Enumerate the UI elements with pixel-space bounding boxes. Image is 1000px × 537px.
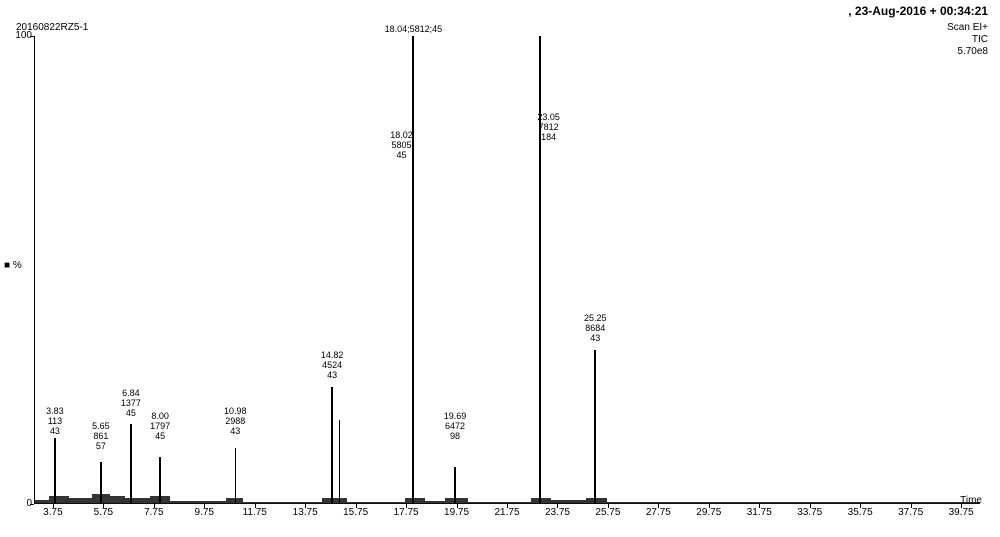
x-tick-label: 3.75 (43, 507, 62, 518)
baseline-segment (347, 502, 405, 504)
y-axis-bullet: ■ % (4, 260, 22, 271)
baseline-segment (49, 496, 69, 504)
x-tick-label: 23.75 (545, 507, 570, 518)
chromatogram-peak (339, 420, 340, 504)
x-tick-label: 11.75 (243, 507, 267, 518)
chromatogram-peak (130, 424, 132, 504)
x-tick-mark (204, 504, 205, 508)
x-tick-label: 9.75 (195, 507, 214, 518)
peak-label: 8.00 1797 45 (150, 411, 170, 441)
chromatogram-peak (594, 350, 596, 504)
x-tick-label: 19.75 (444, 507, 469, 518)
baseline-segment (69, 498, 92, 504)
peak-label: 25.25 8684 43 (584, 313, 607, 343)
baseline-segment (425, 501, 445, 504)
x-tick-label: 31.75 (747, 507, 772, 518)
x-tick-mark (658, 504, 659, 508)
x-tick-mark (255, 504, 256, 508)
x-tick-label: 29.75 (696, 507, 721, 518)
peak-label: 3.83 113 43 (46, 406, 64, 436)
baseline-segment (243, 502, 321, 504)
baseline-segment (125, 498, 150, 504)
peak-label: 23.05 7812 184 (537, 112, 560, 142)
x-tick-label: 35.75 (848, 507, 873, 518)
chromatogram-plot: Time 0100■ %3.755.757.759.7511.7513.7515… (34, 36, 980, 504)
peak-label: 5.65 861 57 (92, 421, 110, 451)
baseline-segment (586, 498, 606, 504)
x-tick-label: 13.75 (293, 507, 318, 518)
x-tick-mark (507, 504, 508, 508)
x-tick-mark (457, 504, 458, 508)
chromatogram-peak (159, 457, 161, 504)
x-tick-label: 33.75 (797, 507, 822, 518)
baseline-segment (607, 502, 980, 504)
x-tick-label: 17.75 (394, 507, 419, 518)
x-tick-mark (810, 504, 811, 508)
chromatogram-peak (539, 36, 541, 504)
chromatogram-peak (100, 462, 102, 504)
baseline-segment (34, 500, 49, 504)
peak-label: 19.69 6472 98 (444, 411, 467, 441)
x-tick-mark (356, 504, 357, 508)
y-tick-mark (30, 504, 34, 505)
baseline-segment (322, 498, 347, 504)
x-tick-mark (103, 504, 104, 508)
x-tick-mark (557, 504, 558, 508)
x-tick-label: 7.75 (144, 507, 163, 518)
baseline-segment (110, 496, 125, 504)
peak-label: 18.02 5805 45 (390, 130, 413, 160)
baseline-segment (531, 498, 551, 504)
x-tick-mark (709, 504, 710, 508)
x-tick-label: 21.75 (494, 507, 519, 518)
peak-label: 6.84 1377 45 (121, 388, 141, 418)
x-tick-mark (911, 504, 912, 508)
x-tick-mark (154, 504, 155, 508)
x-tick-label: 5.75 (94, 507, 113, 518)
x-tick-label: 25.75 (595, 507, 620, 518)
peak-label: 14.82 4524 43 (321, 350, 344, 380)
x-tick-mark (860, 504, 861, 508)
baseline-segment (405, 498, 425, 504)
x-tick-label: 27.75 (646, 507, 671, 518)
x-tick-mark (608, 504, 609, 508)
x-tick-label: 39.75 (949, 507, 974, 518)
y-tick-mark (30, 36, 34, 37)
baseline-segment (468, 502, 531, 504)
x-tick-label: 15.75 (343, 507, 368, 518)
x-tick-label: 37.75 (898, 507, 923, 518)
x-tick-mark (305, 504, 306, 508)
x-tick-mark (961, 504, 962, 508)
x-tick-mark (406, 504, 407, 508)
timestamp-label: , 23-Aug-2016 + 00:34:21 (848, 4, 988, 18)
chromatogram-peak (235, 448, 237, 504)
peak-label: 10.98 2988 43 (224, 406, 247, 436)
chromatogram-peak (454, 467, 455, 504)
x-tick-mark (53, 504, 54, 508)
chromatogram-peak (54, 438, 56, 504)
peak-label: 18.04;5812;45 (385, 24, 443, 34)
baseline-segment (170, 501, 225, 504)
y-axis-line (34, 36, 35, 504)
x-tick-mark (759, 504, 760, 508)
scan-mode: Scan EI+ (947, 22, 988, 34)
chromatogram-peak (412, 36, 414, 504)
baseline-segment (551, 500, 586, 504)
x-axis-label: Time (960, 495, 982, 506)
baseline-segment (445, 498, 468, 504)
chromatogram-peak (331, 387, 333, 504)
